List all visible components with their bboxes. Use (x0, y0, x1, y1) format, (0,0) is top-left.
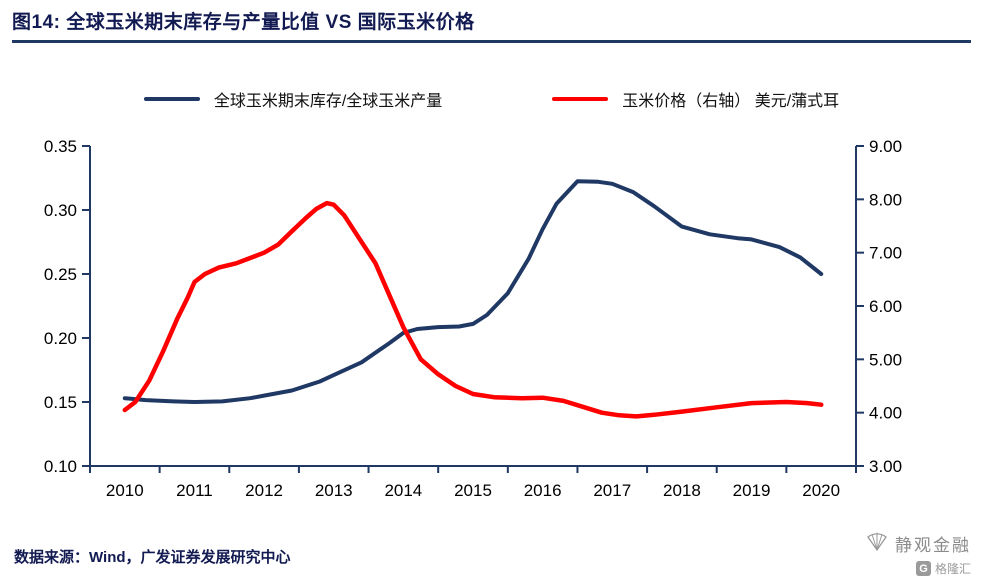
dual-axis-line-chart: 0.35 0.30 0.25 0.20 0.15 0.10 9.00 8.00 7.00 6.00… (44, 137, 902, 500)
title-underline (12, 40, 971, 43)
corn-price-line-swatch (552, 97, 609, 101)
header: 图14: 全球玉米期末库存与产量比值 VS 国际玉米价格 (0, 0, 983, 43)
left-axis-tick-label: 0.15 (44, 393, 77, 412)
tick-labels: 0.35 0.30 0.25 0.20 0.15 0.10 9.00 8.00 7.00 6.00… (44, 137, 902, 500)
tick-marks (82, 145, 864, 473)
platform-logo: G 格隆汇 (865, 560, 971, 577)
x-axis-tick-label: 2020 (802, 481, 840, 500)
right-axis-tick-label: 6.00 (869, 297, 902, 316)
series-line-corn_price (122, 200, 824, 419)
brand-row: 静观金融 (865, 531, 971, 556)
legend-item-stocks-ratio: 全球玉米期末库存/全球玉米产量 (143, 87, 443, 111)
x-axis-tick-label: 2014 (384, 481, 422, 500)
x-axis-tick-label: 2017 (593, 481, 631, 500)
watermark: 静观金融 G 格隆汇 (865, 531, 971, 577)
series-lines (122, 179, 824, 419)
right-axis-tick-label: 9.00 (869, 137, 902, 156)
right-axis-tick-label: 8.00 (869, 190, 902, 209)
left-axis-tick-label: 0.30 (44, 201, 77, 220)
x-axis-tick-label: 2013 (315, 481, 353, 500)
legend-label-stocks-ratio: 全球玉米期末库存/全球玉米产量 (213, 93, 443, 110)
x-axis-tick-label: 2010 (106, 481, 144, 500)
chart-legend: 全球玉米期末库存/全球玉米产量 玉米价格（右轴） 美元/蒲式耳 (0, 87, 983, 111)
stocks-ratio-line-swatch (143, 97, 200, 101)
x-axis-tick-label: 2012 (245, 481, 283, 500)
left-axis-tick-label: 0.35 (44, 137, 77, 156)
right-axis-tick-label: 4.00 (869, 404, 902, 423)
right-axis-tick-label: 7.00 (869, 244, 902, 263)
x-axis-tick-label: 2018 (663, 481, 701, 500)
left-axis-tick-label: 0.20 (44, 329, 77, 348)
x-axis-tick-label: 2011 (176, 481, 213, 500)
series-line-stocks_ratio (122, 179, 824, 404)
right-axis-tick-label: 5.00 (869, 350, 902, 369)
platform-initial-badge: G (915, 561, 931, 576)
left-axis-tick-label: 0.10 (44, 457, 77, 476)
axes (89, 146, 857, 467)
figure-title: 图14: 全球玉米期末库存与产量比值 VS 国际玉米价格 (12, 12, 475, 33)
fan-icon (865, 531, 889, 556)
legend-label-corn-price: 玉米价格（右轴） 美元/蒲式耳 (622, 93, 840, 110)
left-axis-tick-label: 0.25 (44, 265, 77, 284)
platform-name: 格隆汇 (934, 562, 971, 576)
brand-name: 静观金融 (895, 536, 971, 555)
x-axis-tick-label: 2019 (733, 481, 771, 500)
data-source: 数据来源：Wind，广发证券发展研究中心 (14, 549, 291, 566)
legend-item-corn-price: 玉米价格（右轴） 美元/蒲式耳 (552, 87, 839, 111)
right-axis-tick-label: 3.00 (869, 457, 902, 476)
x-axis-tick-label: 2016 (524, 481, 562, 500)
x-axis-tick-label: 2015 (454, 481, 492, 500)
